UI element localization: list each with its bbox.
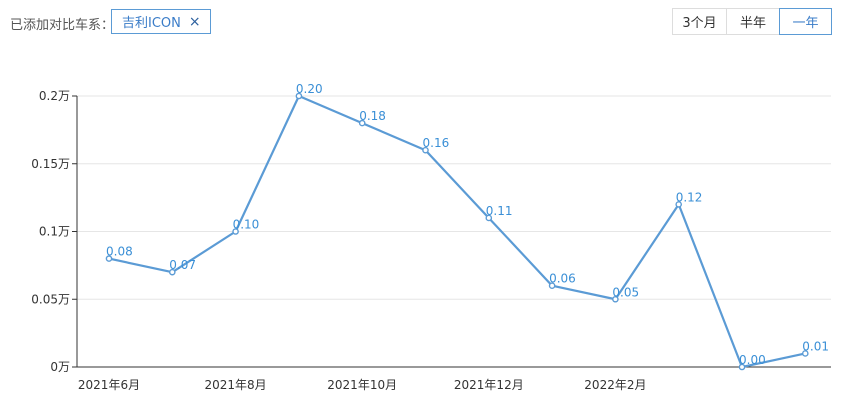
time-range-selector: 3个月 半年 一年 <box>672 8 832 35</box>
data-label: 0.12 <box>676 190 703 204</box>
data-point <box>295 92 303 100</box>
data-point <box>675 201 683 208</box>
data-label: 0.20 <box>296 82 323 96</box>
data-label: 0.10 <box>233 218 260 232</box>
range-3-months-button[interactable]: 3个月 <box>672 8 727 35</box>
data-label: 0.01 <box>802 339 829 353</box>
y-tick-label: 0万 <box>50 360 70 374</box>
data-label: 0.05 <box>612 285 639 299</box>
data-label: 0.08 <box>106 245 133 259</box>
x-tick-label: 2021年8月 <box>205 378 267 392</box>
compare-tag-label: 吉利ICON <box>122 16 181 31</box>
data-point <box>548 282 556 290</box>
close-icon[interactable]: × <box>188 13 201 30</box>
x-tick-label: 2022年2月 <box>584 378 646 392</box>
data-label: 0.11 <box>486 204 513 218</box>
y-tick-label: 0.1万 <box>39 225 70 239</box>
data-point <box>105 255 113 262</box>
compare-label: 已添加对比车系： <box>10 18 115 33</box>
x-tick-label: 2021年12月 <box>454 378 524 392</box>
data-label: 0.00 <box>739 353 766 367</box>
data-point <box>168 268 176 276</box>
data-label: 0.18 <box>359 109 386 123</box>
x-tick-label: 2021年10月 <box>327 378 397 392</box>
range-one-year-button[interactable]: 一年 <box>779 8 832 35</box>
data-label: 0.06 <box>549 272 576 286</box>
data-label: 0.07 <box>169 258 196 272</box>
data-point <box>612 295 619 303</box>
data-point <box>358 119 366 127</box>
x-tick-label: 2021年6月 <box>78 378 140 392</box>
data-point <box>485 214 493 222</box>
data-point <box>738 363 746 371</box>
toolbar: 已添加对比车系： 吉利ICON × 3个月 半年 一年 <box>0 0 852 48</box>
y-tick-label: 0.15万 <box>31 157 70 171</box>
series-line <box>108 94 806 369</box>
data-point <box>802 350 809 357</box>
data-point <box>422 146 429 154</box>
y-tick-label: 0.2万 <box>39 89 70 103</box>
y-tick-label: 0.05万 <box>31 292 70 306</box>
compare-tag[interactable]: 吉利ICON × <box>111 9 211 34</box>
data-point <box>232 228 239 235</box>
data-label: 0.16 <box>423 136 450 150</box>
